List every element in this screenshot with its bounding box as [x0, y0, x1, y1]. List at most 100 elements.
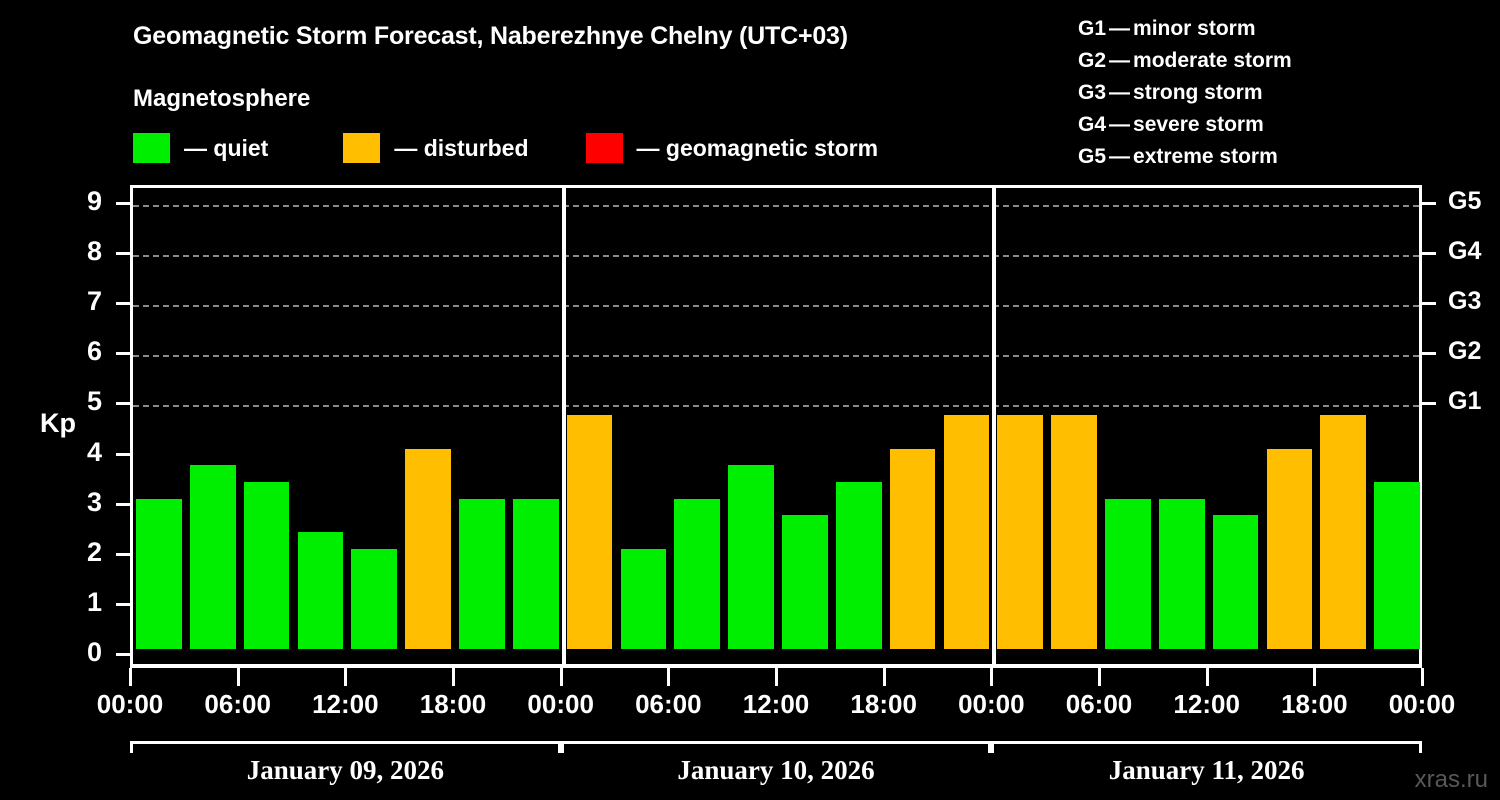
y-tick-mark-3: [116, 502, 130, 506]
g-tick-label-g3: G3: [1448, 287, 1482, 316]
g-scale-code: G1: [1078, 17, 1107, 40]
bar-10[interactable]: [674, 498, 721, 649]
y-tick-mark-9: [116, 202, 130, 205]
legend-label-disturbed: — disturbed: [394, 134, 529, 161]
legend-label-quiet: — quiet: [184, 134, 269, 161]
bar-14[interactable]: [889, 448, 936, 649]
y-tick-mark-7: [116, 302, 130, 306]
bar-7[interactable]: [512, 498, 559, 649]
x-tick-label-12: 00:00: [1388, 689, 1456, 719]
y-tick-label-2: 2: [86, 536, 102, 567]
x-tick-mark-10: [1205, 668, 1209, 686]
y-tick-label-8: 8: [86, 236, 102, 267]
bar-11[interactable]: [728, 465, 774, 649]
bar-6[interactable]: [459, 498, 505, 649]
x-tick-mark-12: [1421, 668, 1424, 686]
legend-swatch-quiet: [133, 133, 170, 163]
day-label-2: January 10, 2026: [677, 755, 875, 785]
day-divider-2: [992, 188, 997, 664]
gridline-kp-6: [133, 355, 1419, 358]
g-tick-label-g2: G2: [1448, 337, 1482, 366]
g-tick-mark-g2: [1422, 352, 1436, 356]
x-tick-label-7: 18:00: [850, 689, 917, 719]
plot-inner: [133, 188, 1420, 664]
g-scale-code: G2: [1078, 49, 1107, 72]
y-tick-label-0: 0: [86, 637, 102, 667]
g-scale-dash: —: [1109, 49, 1131, 72]
x-tick-mark-8: [990, 668, 994, 686]
x-tick-label-2: 12:00: [312, 689, 379, 719]
y-tick-mark-2: [116, 552, 130, 556]
y-tick-label-4: 4: [86, 436, 102, 467]
g-tick-mark-g1: [1422, 402, 1436, 406]
g-scale-description: minor storm: [1133, 17, 1256, 40]
color-legend: — quiet — disturbed — geomagnetic storm: [133, 133, 878, 163]
x-tick-label-6: 12:00: [742, 689, 810, 719]
bar-19[interactable]: [1158, 498, 1205, 649]
bar-20[interactable]: [1212, 515, 1259, 649]
bar-13[interactable]: [835, 482, 882, 649]
g-tick-label-g1: G1: [1448, 387, 1482, 416]
x-tick-mark-0: [129, 668, 132, 686]
g-scale-row-g4: G4— severe storm: [1078, 109, 1498, 141]
g-tick-mark-g5: [1422, 202, 1436, 205]
legend-entry-geomagnetic-storm: — geomagnetic storm: [585, 133, 878, 163]
x-tick-label-1: 06:00: [204, 689, 271, 719]
g-scale-description: strong storm: [1133, 81, 1263, 104]
g-scale-row-g1: G1— minor storm: [1078, 13, 1498, 45]
day-band-1: [130, 741, 561, 753]
bar-18[interactable]: [1105, 498, 1151, 649]
legend-swatch-disturbed: [343, 133, 381, 163]
bar-16[interactable]: [997, 414, 1044, 649]
page-title: Geomagnetic Storm Forecast, Naberezhnye …: [133, 22, 848, 50]
y-tick-mark-4: [116, 452, 130, 456]
x-tick-label-9: 06:00: [1065, 689, 1133, 719]
x-tick-mark-3: [452, 668, 455, 686]
bar-22[interactable]: [1320, 414, 1367, 649]
bar-4[interactable]: [351, 548, 398, 649]
g-scale-dash: —: [1109, 17, 1131, 40]
y-tick-mark-0: [116, 653, 130, 656]
x-tick-label-10: 12:00: [1173, 689, 1240, 719]
g-tick-label-g4: G4: [1448, 237, 1482, 266]
g-scale-dash: —: [1109, 81, 1131, 104]
day-band-2: [560, 741, 992, 753]
bar-17[interactable]: [1051, 414, 1097, 649]
x-tick-mark-5: [667, 668, 671, 686]
plot-area: [130, 185, 1422, 668]
y-tick-label-1: 1: [86, 586, 102, 617]
bar-9[interactable]: [620, 548, 667, 649]
g-scale-dash: —: [1109, 113, 1131, 136]
bar-23[interactable]: [1374, 482, 1420, 649]
bar-8[interactable]: [566, 414, 613, 649]
legend-entry-disturbed: — disturbed: [343, 133, 529, 163]
g-scale-description: extreme storm: [1133, 145, 1278, 168]
y-tick-label-5: 5: [86, 386, 102, 417]
watermark: xras.ru: [1414, 766, 1488, 793]
bar-3[interactable]: [297, 532, 344, 649]
bar-5[interactable]: [405, 448, 451, 649]
g-scale-description: severe storm: [1133, 113, 1264, 136]
y-tick-label-7: 7: [86, 286, 102, 317]
x-tick-label-3: 18:00: [419, 689, 487, 719]
y-tick-label-6: 6: [86, 336, 102, 367]
g-scale-dash: —: [1109, 145, 1131, 168]
bar-12[interactable]: [782, 515, 828, 649]
bar-0[interactable]: [136, 498, 182, 649]
bar-1[interactable]: [189, 465, 236, 649]
legend-swatch-geomagnetic-storm: [585, 133, 623, 163]
gridline-kp-7: [133, 305, 1419, 308]
x-tick-label-5: 06:00: [635, 689, 702, 719]
x-tick-mark-4: [559, 668, 563, 686]
g-scale-legend: G1— minor storm G2— moderate storm G3— strong…: [1078, 13, 1498, 173]
y-tick-mark-6: [116, 352, 130, 356]
y-tick-mark-8: [116, 252, 130, 256]
y-tick-label-3: 3: [86, 486, 102, 517]
bar-21[interactable]: [1266, 448, 1313, 649]
g-scale-row-g3: G3— strong storm: [1078, 77, 1498, 109]
day-band-3: [991, 741, 1422, 753]
g-scale-description: moderate storm: [1133, 49, 1292, 72]
gridline-kp-8: [133, 255, 1419, 258]
bar-15[interactable]: [943, 414, 990, 649]
bar-2[interactable]: [243, 482, 290, 649]
